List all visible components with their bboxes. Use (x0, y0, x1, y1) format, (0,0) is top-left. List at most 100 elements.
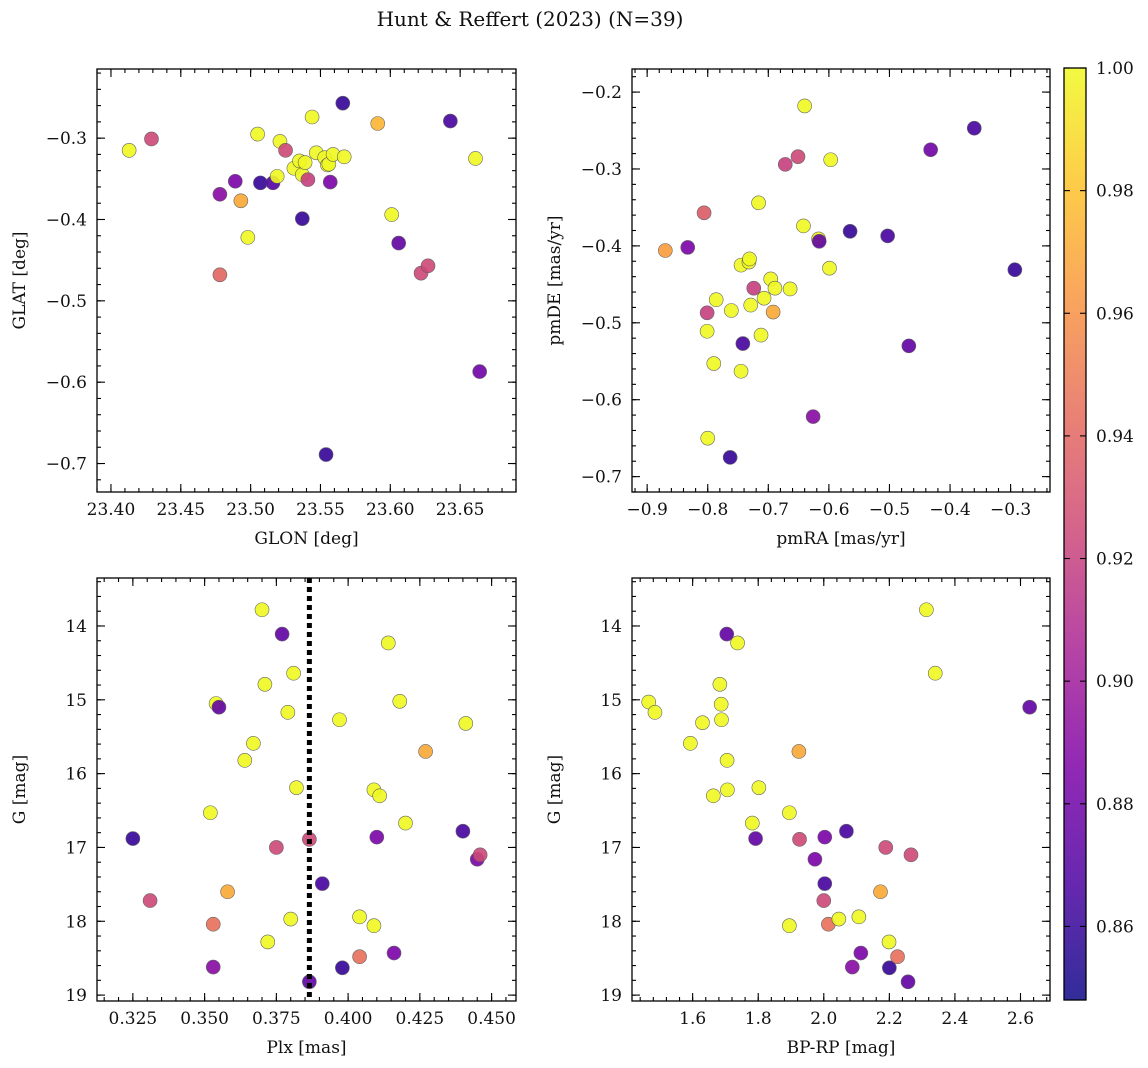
data-point (418, 744, 433, 759)
y-tick-label: −0.7 (581, 468, 622, 488)
data-point (767, 280, 783, 296)
data-point (878, 840, 894, 855)
colorbar: 0.86 0.88 0.90 0.92 0.94 0.96 0.98 1.00 (1063, 59, 1134, 1001)
y-tick-label: −0.3 (581, 160, 622, 180)
data-point (807, 851, 823, 867)
data-point (751, 195, 766, 211)
data-point (733, 363, 749, 379)
y-tick-label: −0.3 (46, 129, 87, 149)
x-axis-label: Plx [mas] (266, 1038, 346, 1058)
data-point (380, 635, 396, 651)
y-tick-label: 16 (600, 765, 622, 785)
data-point (335, 95, 351, 111)
colorbar-gradient (1064, 68, 1086, 1000)
x-tick-label: 23.65 (436, 500, 485, 520)
data-point (295, 211, 310, 226)
x-axis-label: GLON [deg] (254, 529, 358, 549)
data-point (237, 753, 253, 768)
data-point (791, 744, 807, 759)
data-point (966, 120, 982, 136)
data-point (753, 327, 769, 343)
data-point (386, 945, 402, 961)
x-tick-label: 0.425 (396, 1009, 445, 1029)
data-point (777, 157, 793, 172)
x-tick-label: 0.450 (467, 1009, 516, 1029)
x-tick-label: 2.2 (876, 1009, 903, 1029)
data-point (839, 823, 854, 839)
data-point (790, 149, 806, 164)
y-tick-label: 19 (600, 986, 622, 1006)
data-point (845, 959, 860, 975)
data-point (472, 364, 487, 379)
data-point (714, 712, 729, 728)
data-point (792, 832, 807, 847)
data-point (468, 151, 483, 166)
data-point (314, 876, 330, 891)
data-point (269, 169, 285, 184)
data-point (927, 665, 943, 681)
y-tick-label: −0.4 (46, 210, 87, 230)
panel-plx_g: 0.325 0.350 0.375 0.400 0.425 0.450 14 15 16 17 18… (10, 577, 517, 1058)
y-tick-label: −0.6 (581, 391, 622, 411)
data-point (712, 677, 728, 692)
y-tick-label: −0.4 (581, 237, 622, 257)
data-point (765, 304, 781, 320)
axes-frame (96, 68, 517, 493)
data-point (274, 626, 290, 642)
y-tick-label: 16 (65, 765, 87, 785)
data-point (220, 884, 235, 900)
y-axis-label: G [mag] (545, 755, 565, 824)
data-point (735, 336, 751, 351)
data-point (782, 281, 798, 297)
data-point (724, 303, 739, 318)
data-point (706, 788, 721, 804)
data-point (370, 116, 386, 131)
y-tick-label: 17 (600, 838, 622, 858)
data-point (890, 949, 905, 965)
data-point (205, 916, 221, 932)
data-point (706, 356, 722, 371)
data-point (269, 840, 284, 855)
x-tick-label: 1.8 (745, 1009, 772, 1029)
y-tick-label: −0.2 (581, 83, 622, 103)
data-point (647, 705, 663, 720)
x-tick-label: 23.45 (156, 500, 205, 520)
data-point (212, 186, 228, 202)
data-point (254, 602, 270, 618)
data-point (472, 847, 488, 863)
data-point (366, 918, 382, 934)
data-point (831, 911, 847, 927)
x-tick-label: 2.4 (941, 1009, 968, 1029)
data-point (391, 235, 406, 251)
data-point (730, 635, 745, 651)
data-point (286, 665, 301, 681)
data-point (796, 218, 811, 234)
data-point (322, 174, 338, 190)
data-point (246, 736, 261, 751)
data-point (352, 949, 367, 965)
data-point (695, 715, 710, 730)
panel-glon_glat: 23.40 23.45 23.50 23.55 23.60 23.65 −0.7 −0.6 −0… (10, 68, 517, 549)
x-tick-label: 23.40 (87, 500, 136, 520)
data-point (297, 155, 313, 170)
data-point (756, 290, 772, 306)
x-axis-label: pmRA [mas/yr] (776, 529, 905, 549)
data-point (751, 780, 767, 795)
data-point (227, 173, 243, 189)
data-point (919, 602, 934, 618)
data-point (900, 974, 916, 990)
axes-frame (631, 68, 1051, 493)
x-tick-label: −0.6 (808, 500, 849, 520)
data-point (816, 893, 832, 908)
y-tick-label: 14 (600, 617, 622, 637)
data-point (901, 338, 917, 354)
data-point (443, 113, 458, 129)
data-point (203, 805, 218, 821)
data-point (708, 292, 724, 308)
data-point (822, 260, 837, 276)
data-point (372, 788, 387, 804)
data-point (304, 109, 320, 125)
x-tick-label: 0.375 (252, 1009, 301, 1029)
y-tick-label: 18 (65, 912, 87, 932)
data-point (658, 243, 673, 258)
